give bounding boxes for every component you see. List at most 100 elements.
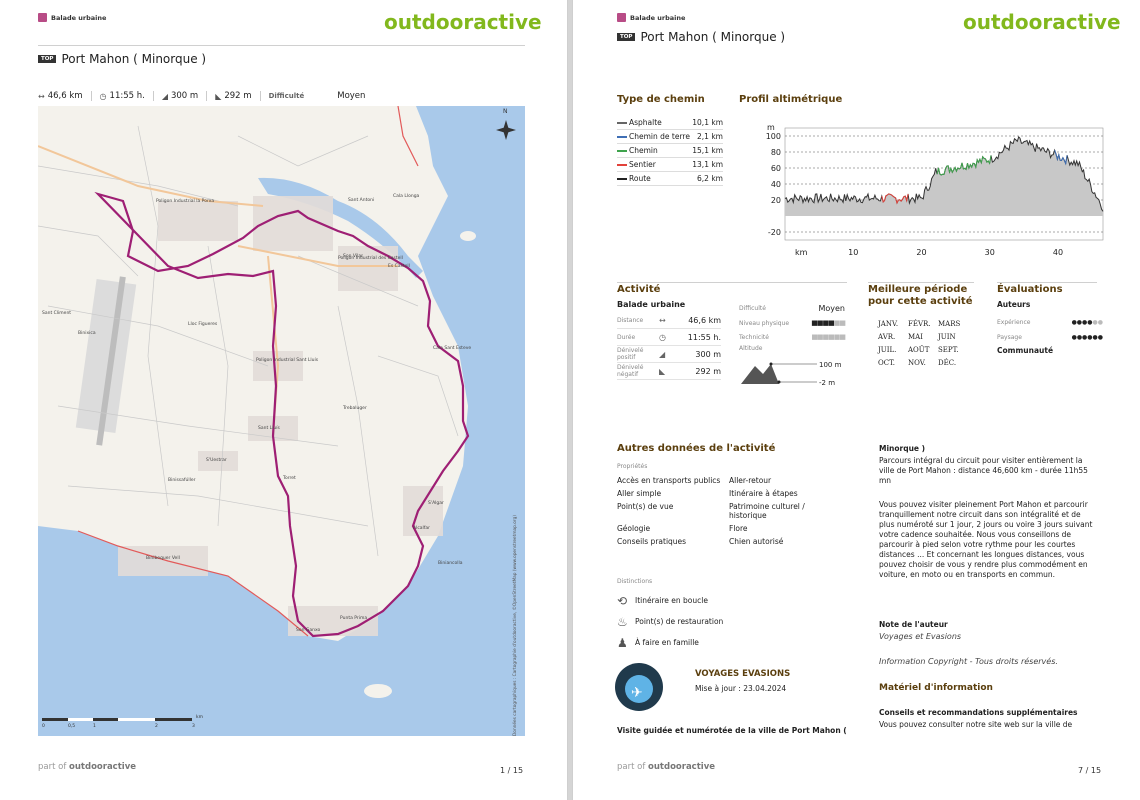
clock-icon: ◷	[99, 91, 107, 101]
profile-xtick-label: 40	[1053, 248, 1063, 257]
category-label: Balade urbaine	[630, 13, 686, 22]
walk-category-icon	[38, 13, 47, 22]
distinctions-list: ⟲ Itinéraire en boucle ♨ Point(s) de restau…	[617, 590, 723, 653]
month-item: FÉVR.	[908, 320, 931, 328]
map-canvas	[38, 106, 525, 736]
property-item: Chien autorisé	[729, 537, 784, 546]
author-note-title: Note de l'auteur	[879, 620, 948, 629]
top-badge: TOP	[617, 33, 636, 41]
ratings-block: Auteurs Expérience ●●●●●● Paysage ●●●●●●…	[997, 300, 1103, 355]
distance-icon: ↔	[38, 91, 45, 101]
activity-stat-row: Dénivelé négatif ◣ 292 m	[617, 364, 721, 380]
way-type-color-swatch	[617, 135, 627, 138]
material-heading: Matériel d'information	[879, 683, 993, 693]
properties-list: Accès en transports publics Aller-retour A…	[617, 476, 827, 546]
page-1: Balade urbaine outdooractive TOP Port Ma…	[0, 0, 568, 800]
map-place-label: Sant Lluís	[258, 426, 280, 431]
months-grid: JANV. FÉVR. MARS AVR. MAI JUIN JUIL. AOÛT SEPT. O…	[878, 320, 968, 367]
way-type-row: Chemin 15,1 km	[617, 144, 723, 158]
month-item: MAI	[908, 333, 923, 341]
property-item: Conseils pratiques	[617, 537, 687, 546]
family-icon: ♟	[617, 635, 628, 650]
month-item: JUIN	[938, 333, 956, 341]
activity-stat-icon: ◢	[659, 349, 666, 359]
descent-icon: ◣	[215, 91, 222, 101]
properties-label: Propriétés	[617, 463, 648, 470]
map-place-label: S'Uestrar	[206, 458, 227, 463]
map-place-label: Alcalfar	[413, 526, 431, 531]
scale-tick-label: 2	[155, 724, 158, 729]
map-attribution: Données cartographiques : Cartographie d…	[513, 514, 518, 736]
map-place-label: Son Vilar	[343, 254, 363, 259]
elevation-profile: m 100 80 60 40 20 -20 10 20 30 40 km	[766, 123, 1104, 257]
activity-stat-icon: ◣	[659, 366, 666, 376]
best-period-heading: Meilleure période pour cette activité	[868, 284, 973, 307]
property-item: Géologie	[617, 524, 651, 533]
map-place-label: Son Ganxo	[296, 628, 321, 633]
map-place-label: Lloc Figueres	[188, 322, 218, 327]
restaurant-icon: ♨	[617, 614, 628, 629]
scale-tick-label: 1	[93, 724, 96, 729]
page-7: Balade urbaine TOP Port Mahon ( Minorque…	[572, 0, 1140, 800]
plane-icon: ✈	[631, 685, 643, 701]
way-types-heading: Type de chemin	[617, 94, 705, 105]
map-place-label: Poligon Industrial Sant Lluís	[256, 358, 319, 363]
profile-heading: Profil altimétrique	[739, 94, 843, 105]
month-item: MARS	[938, 320, 961, 328]
month-item: NOV.	[908, 359, 926, 367]
advice-title: Conseils et recommandations supplémentai…	[879, 708, 1078, 717]
author-name: VOYAGES EVASIONS	[695, 669, 791, 679]
altitude-mini-icon: 100 m -2 m	[741, 361, 842, 387]
profile-ytick-label: -20	[768, 228, 781, 237]
profile-segment-chemin	[936, 155, 992, 176]
svg-text:-2 m: -2 m	[819, 379, 835, 387]
brand-logo: outdooractive	[963, 10, 1121, 34]
profile-xtick-label: 10	[848, 248, 858, 257]
distinctions-label: Distinctions	[617, 578, 653, 585]
profile-segment-chemin-de-terre	[1054, 150, 1068, 166]
property-item: Itinéraire à étapes	[729, 489, 798, 498]
loop-icon: ⟲	[617, 593, 628, 608]
author-note-value: Voyages et Evasions	[879, 632, 962, 641]
profile-y-unit: m	[767, 123, 775, 132]
title-row: TOP Port Mahon ( Minorque )	[38, 52, 206, 66]
ascent-icon: ◢	[161, 91, 168, 101]
footer-brand: part of outdooractive	[617, 762, 715, 772]
profile-ytick-label: 100	[766, 132, 781, 141]
ratings-heading: Évaluations	[997, 284, 1063, 295]
map-place-label: Punta Prima	[340, 616, 368, 621]
property-item: Aller-retour	[729, 476, 772, 485]
way-type-color-swatch	[617, 121, 627, 124]
month-item: AOÛT	[908, 346, 930, 354]
activity-heading: Activité	[617, 284, 661, 295]
profile-xtick-label: 30	[985, 248, 995, 257]
map-place-label: Torret	[283, 476, 296, 481]
top-badge: TOP	[38, 55, 57, 63]
profile-ytick-label: 20	[771, 196, 781, 205]
map-place-label: Biniancolla	[438, 561, 463, 566]
stat-difficulty: Difficulté Moyen	[268, 91, 366, 101]
way-type-row: Route 6,2 km	[617, 172, 723, 186]
profile-area	[785, 136, 1103, 216]
page-title: Port Mahon ( Minorque )	[640, 30, 786, 44]
profile-ytick-label: 80	[771, 148, 781, 157]
profile-segment-sentier	[881, 193, 909, 205]
map-scale-bar	[42, 718, 192, 721]
profile-ytick-label: 60	[771, 164, 781, 173]
page-title: Port Mahon ( Minorque )	[61, 52, 207, 66]
map-place-label: Cala Sant Esteve	[433, 346, 472, 351]
intro-text: Visite guidée et numérotée de la ville d…	[617, 726, 847, 735]
svg-text:100 m: 100 m	[819, 361, 842, 369]
map-place-label: Poligon Industrial des Castell	[338, 256, 403, 261]
map-place-label: Sant Climent	[42, 311, 72, 316]
month-item: DÉC.	[938, 359, 957, 367]
scale-unit: km	[196, 715, 203, 720]
desc-title: Minorque )	[879, 444, 926, 453]
route-map[interactable]: Sant Climent Poligon Industrial la Porxa P…	[38, 106, 525, 736]
map-place-label: S'Algar	[428, 501, 444, 506]
activity-type: Balade urbaine	[617, 300, 686, 309]
profile-x-unit: km	[795, 248, 808, 257]
profile-xtick-label: 20	[916, 248, 926, 257]
scale-tick-label: 3	[192, 724, 195, 729]
advice-text: Vous pouvez consulter notre site web sur…	[879, 720, 1073, 729]
